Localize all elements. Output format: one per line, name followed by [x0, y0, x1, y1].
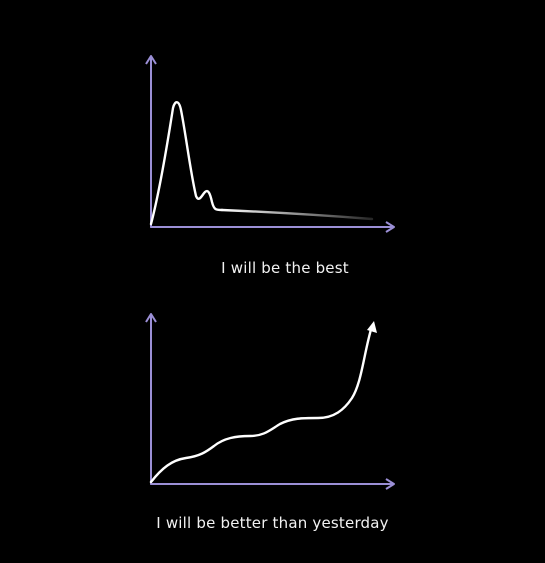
bottom-axes — [145, 313, 395, 490]
bottom-curve-growth — [149, 324, 374, 484]
bottom-caption: I will be better than yesterday — [156, 514, 389, 532]
bottom-y-axis-arrowhead — [145, 313, 157, 323]
top-x-axis-arrowhead — [385, 221, 395, 233]
top-curve-tail — [220, 208, 374, 221]
top-axes — [145, 55, 395, 233]
bottom-curve-arrowhead — [367, 321, 377, 333]
top-y-axis-arrowhead — [145, 55, 157, 65]
top-curve-spike — [149, 101, 224, 226]
bottom-x-axis-arrowhead — [385, 478, 395, 490]
top-caption: I will be the best — [221, 259, 349, 277]
